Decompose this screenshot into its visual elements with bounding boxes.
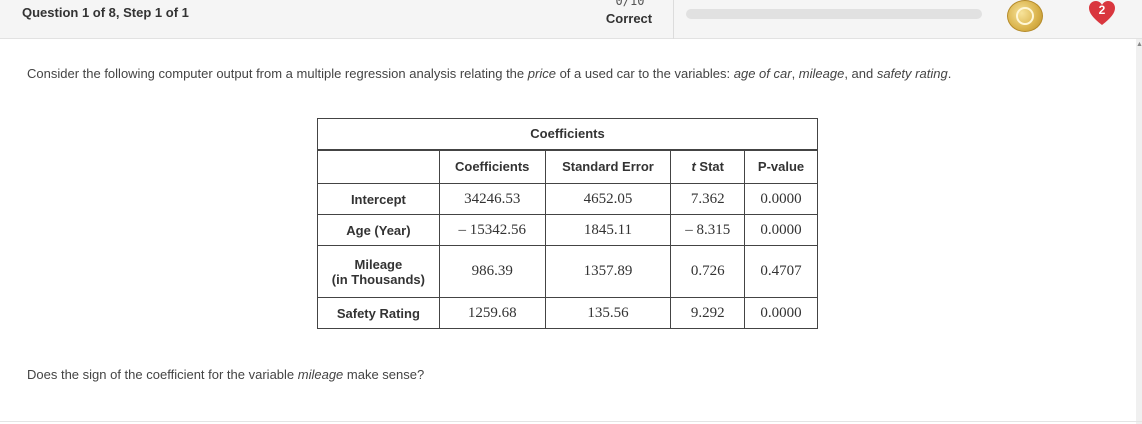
var-age: age of car — [733, 66, 792, 81]
cell-se: 1357.89 — [544, 245, 672, 298]
coin-icon[interactable] — [1007, 0, 1043, 32]
cell-se: 4652.05 — [544, 183, 672, 215]
prompt-end: . — [947, 66, 952, 81]
cell-coef: 986.39 — [438, 245, 546, 298]
col-t-italic: t — [691, 159, 696, 175]
heart-icon — [1089, 1, 1115, 25]
cell-p: 0.0000 — [744, 214, 818, 246]
table-row: Intercept 34246.53 4652.05 7.362 0.0000 — [317, 183, 818, 215]
cell-coef: 34246.53 — [438, 183, 546, 215]
sub-question-text-2: make sense? — [343, 367, 425, 382]
coefficients-table: Coefficients Coefficients Standard Error… — [317, 118, 818, 329]
hearts-count: 2 — [1098, 3, 1106, 17]
scrollbar[interactable] — [1136, 39, 1142, 424]
prompt-text-1: Consider the following computer output f… — [27, 66, 528, 81]
prompt-text-2: of a used car to the variables: — [555, 66, 734, 81]
cell-p: 0.4707 — [744, 245, 818, 298]
sub-question-var: mileage — [297, 367, 344, 382]
table-row: Safety Rating 1259.68 135.56 9.292 0.000… — [317, 297, 818, 329]
col-coefficients: Coefficients — [438, 149, 546, 184]
col-t-stat: t Stat — [670, 149, 746, 184]
cell-coef: 1259.68 — [438, 297, 546, 329]
score-value: 0/10 — [615, 0, 645, 8]
col-t-rest: Stat — [695, 159, 724, 175]
col-standard-error: Standard Error — [544, 149, 672, 184]
cell-p: 0.0000 — [744, 183, 818, 215]
col-p-value: P-value — [744, 149, 818, 184]
sub-question-text-1: Does the sign of the coefficient for the… — [27, 367, 298, 382]
header-divider — [673, 0, 674, 39]
row-label-line2: (in Thousands) — [331, 271, 425, 287]
var-price: price — [527, 66, 556, 81]
prompt-sep-1: , — [791, 66, 799, 81]
prompt-sep-2: , and — [844, 66, 877, 81]
cell-t: – 8.315 — [670, 214, 746, 246]
row-label-line1: Mileage — [354, 256, 403, 272]
cell-se: 1845.11 — [544, 214, 672, 246]
row-label: Safety Rating — [317, 297, 440, 329]
progress-bar — [686, 9, 982, 19]
cell-coef: – 15342.56 — [438, 214, 546, 246]
table-title: Coefficients — [317, 118, 818, 151]
question-step-label: Question 1 of 8, Step 1 of 1 — [22, 5, 189, 20]
scroll-up-icon[interactable]: ▲ — [1136, 41, 1142, 48]
coin-ring — [1016, 7, 1034, 25]
var-mileage: mileage — [798, 66, 845, 81]
cell-t: 0.726 — [670, 245, 746, 298]
sub-question: Does the sign of the coefficient for the… — [27, 367, 424, 382]
cell-t: 9.292 — [670, 297, 746, 329]
row-label: Age (Year) — [317, 214, 440, 246]
score-label: Correct — [605, 11, 653, 26]
cell-se: 135.56 — [544, 297, 672, 329]
table-row: Mileage (in Thousands) 986.39 1357.89 0.7… — [317, 245, 818, 298]
row-label: Intercept — [317, 183, 440, 215]
bottom-divider — [0, 421, 1142, 422]
row-label: Mileage (in Thousands) — [317, 245, 440, 298]
table-row: Age (Year) – 15342.56 1845.11 – 8.315 0.… — [317, 214, 818, 246]
question-prompt: Consider the following computer output f… — [27, 66, 951, 81]
var-safety: safety rating — [876, 66, 948, 81]
top-bar: Question 1 of 8, Step 1 of 1 0/10 Correc… — [0, 0, 1142, 39]
cell-p: 0.0000 — [744, 297, 818, 329]
cell-t: 7.362 — [670, 183, 746, 215]
header-blank — [317, 149, 440, 184]
